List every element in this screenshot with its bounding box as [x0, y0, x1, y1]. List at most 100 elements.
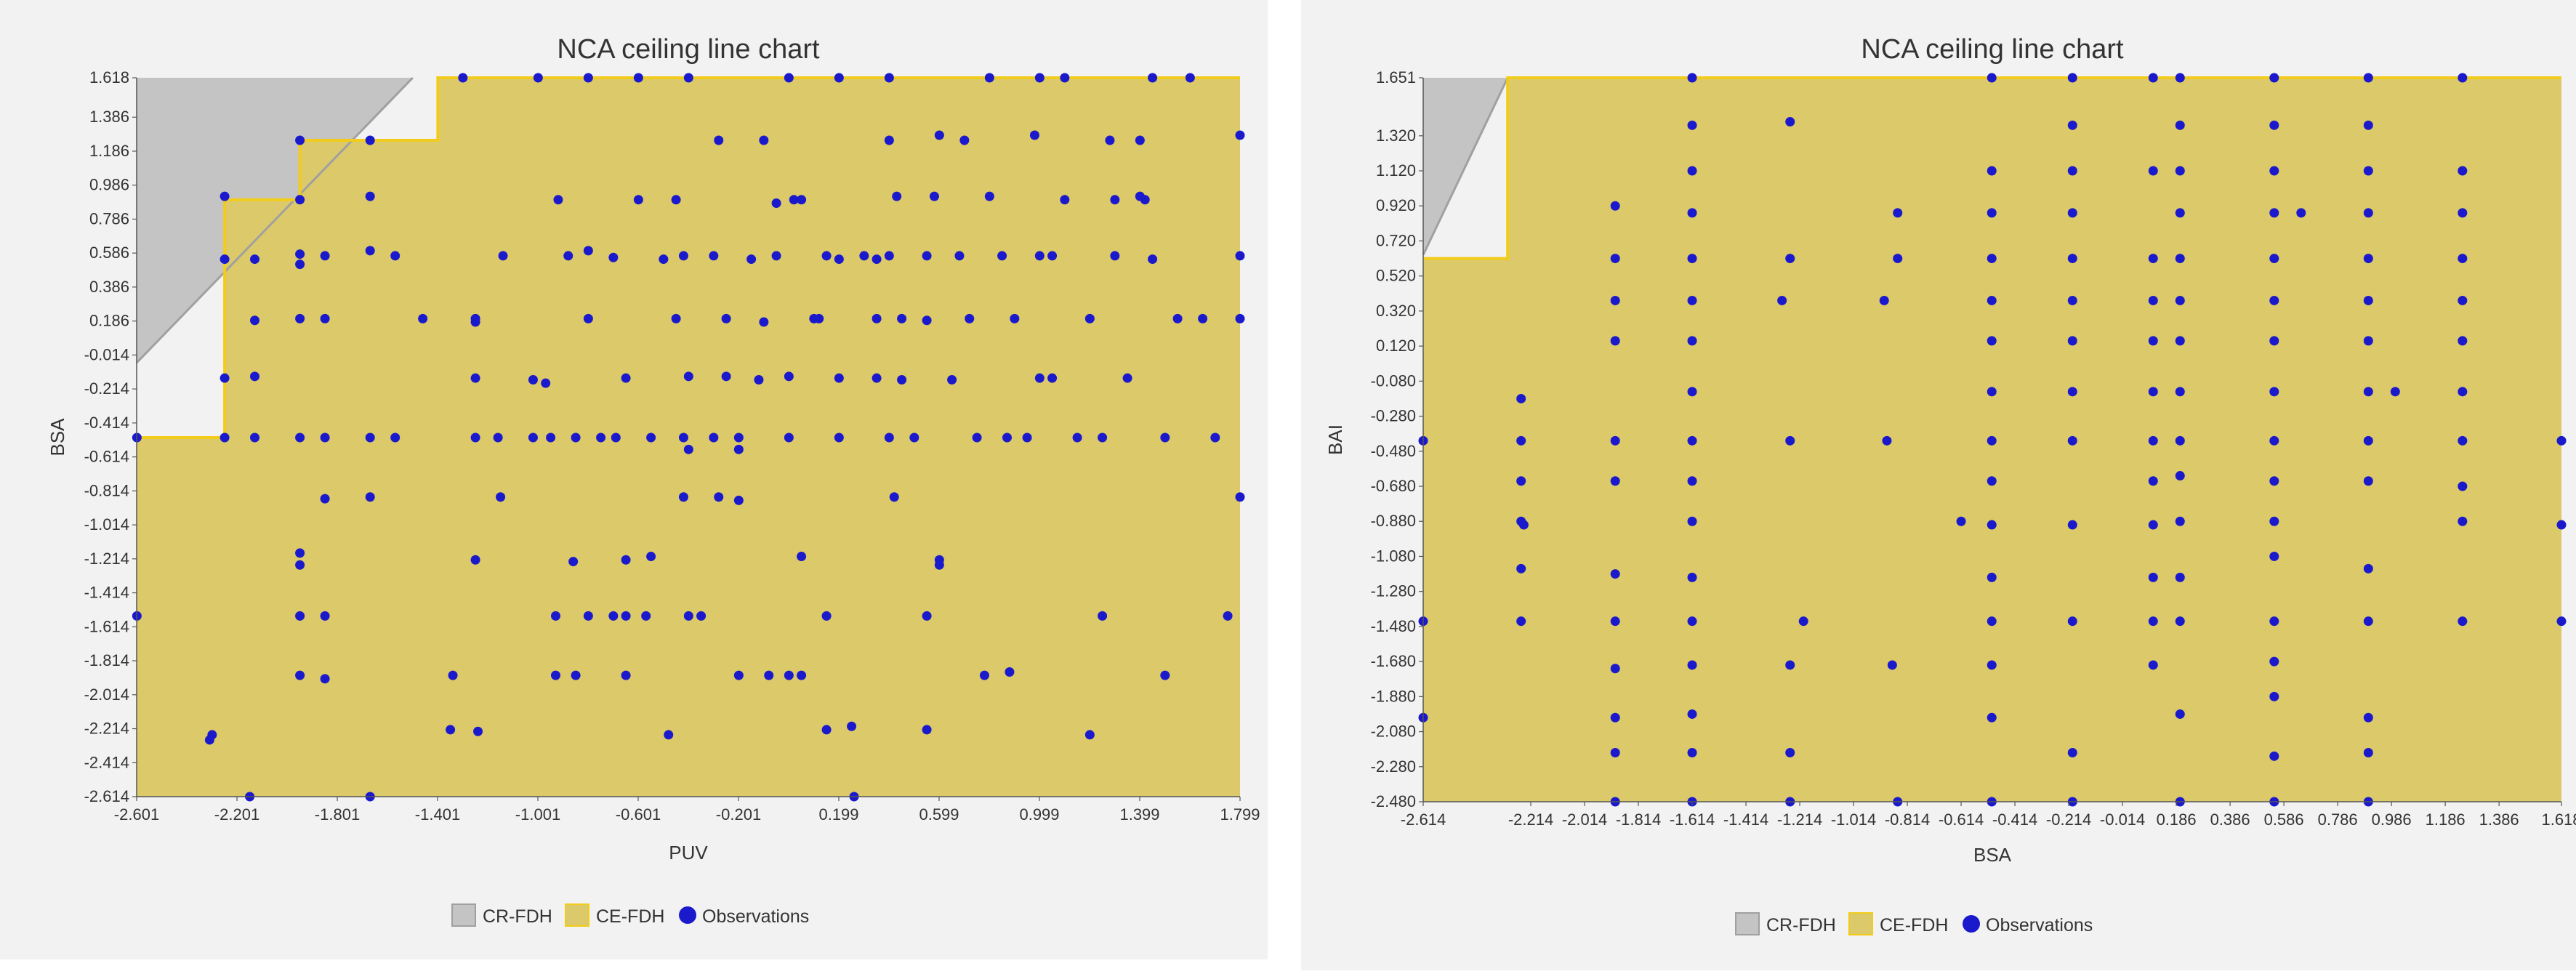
observation-point — [295, 195, 305, 205]
observation-point — [2067, 120, 2077, 130]
x-tick-label: 0.386 — [2210, 810, 2250, 829]
y-tick-label: -0.680 — [1371, 477, 1416, 495]
observation-point — [834, 373, 844, 383]
observation-point — [2175, 254, 2185, 264]
y-tick-label: -2.614 — [84, 787, 129, 805]
observation-point — [2148, 166, 2158, 176]
observation-point — [295, 548, 305, 558]
legend-cr-fdh-label: CR-FDH — [1766, 915, 1836, 935]
x-tick-label: 0.999 — [1019, 805, 1059, 824]
observation-point — [2363, 73, 2373, 83]
observation-point — [1098, 611, 1108, 621]
x-tick-label: 1.399 — [1119, 805, 1159, 824]
observation-point — [909, 432, 919, 443]
x-tick-label: -2.201 — [214, 805, 259, 824]
observation-point — [797, 195, 807, 205]
y-tick-label: 0.120 — [1376, 337, 1416, 355]
observation-point — [646, 432, 656, 443]
x-tick-label: -1.214 — [1777, 810, 1822, 829]
x-tick-label: -2.601 — [114, 805, 159, 824]
observation-point — [671, 195, 681, 205]
y-tick-label: 0.386 — [89, 278, 129, 296]
legend-ce-fdh-swatch — [565, 903, 589, 927]
observation-point — [1987, 387, 1997, 397]
observation-point — [2175, 471, 2185, 481]
observation-point — [583, 611, 593, 621]
observation-point — [249, 315, 259, 326]
observation-point — [220, 432, 230, 443]
observation-point — [789, 195, 799, 205]
observation-point — [1060, 73, 1070, 83]
observation-point — [872, 254, 882, 265]
observation-point — [771, 251, 781, 261]
legend-observations: Observations — [1963, 915, 2093, 935]
observation-point — [621, 555, 631, 565]
observation-point — [984, 73, 994, 83]
chart-panel-right: NCA ceiling line chart 1.651 1.320 1.120 0.9… — [1301, 0, 2576, 970]
observation-point — [493, 432, 503, 443]
observation-point — [709, 432, 719, 443]
observation-point — [1687, 120, 1697, 130]
observation-point — [546, 432, 556, 443]
x-tick-label: -0.214 — [2046, 810, 2091, 829]
observation-point — [934, 555, 944, 565]
observation-point — [1516, 393, 1526, 403]
observation-point — [2067, 747, 2077, 757]
observation-point — [541, 378, 551, 388]
y-tick-label: -2.480 — [1371, 792, 1416, 810]
observation-point — [2363, 120, 2373, 130]
observation-point — [2363, 254, 2373, 264]
observation-point — [884, 135, 894, 145]
observation-point — [473, 726, 483, 736]
observation-point — [2148, 520, 2158, 530]
observation-point — [1235, 130, 1245, 140]
observation-point — [683, 371, 693, 382]
observation-point — [365, 246, 375, 256]
observation-point — [1610, 295, 1620, 305]
observation-point — [884, 432, 894, 443]
observation-point — [220, 191, 230, 201]
observation-point — [2269, 551, 2279, 561]
ce-fdh-area — [137, 78, 1240, 797]
observation-point — [1235, 251, 1245, 261]
x-tick-label: 0.786 — [2318, 810, 2358, 829]
observation-point — [533, 73, 543, 83]
x-tick-label: 0.599 — [919, 805, 959, 824]
observation-point — [2458, 208, 2468, 218]
y-tick-label: 0.720 — [1376, 231, 1416, 249]
observation-point — [550, 611, 560, 621]
observation-point — [2458, 254, 2468, 264]
observation-point — [1893, 208, 1903, 218]
x-tick-label: 0.986 — [2372, 810, 2412, 829]
x-axis-label: BSA — [1973, 844, 2012, 866]
observation-point — [528, 432, 538, 443]
observation-point — [1022, 432, 1032, 443]
observation-point — [733, 495, 744, 505]
y-tick-label: -0.614 — [84, 448, 129, 466]
observation-point — [2067, 520, 2077, 530]
observation-point — [2269, 254, 2279, 264]
observation-point — [496, 492, 506, 502]
observation-point — [1987, 520, 1997, 530]
observation-point — [1148, 73, 1158, 83]
observation-point — [2067, 616, 2077, 627]
observation-point — [470, 317, 480, 327]
y-tick-label: 0.586 — [89, 244, 129, 262]
observation-point — [1235, 313, 1245, 323]
x-tick-label: -0.614 — [1939, 810, 1984, 829]
observation-point — [1610, 616, 1620, 627]
observation-point — [1687, 166, 1697, 176]
y-tick-label: -2.080 — [1371, 723, 1416, 741]
observation-point — [448, 670, 458, 680]
cr-fdh-area — [1423, 78, 1508, 255]
observation-point — [320, 432, 330, 443]
observation-point — [1610, 201, 1620, 211]
observation-point — [498, 251, 508, 261]
y-tick-label: 0.786 — [89, 209, 129, 228]
observation-point — [2175, 709, 2185, 719]
y-tick-label: -1.080 — [1371, 547, 1416, 565]
observation-point — [1516, 616, 1526, 627]
observation-point — [683, 444, 693, 454]
observation-point — [965, 313, 975, 323]
observation-point — [1893, 254, 1903, 264]
